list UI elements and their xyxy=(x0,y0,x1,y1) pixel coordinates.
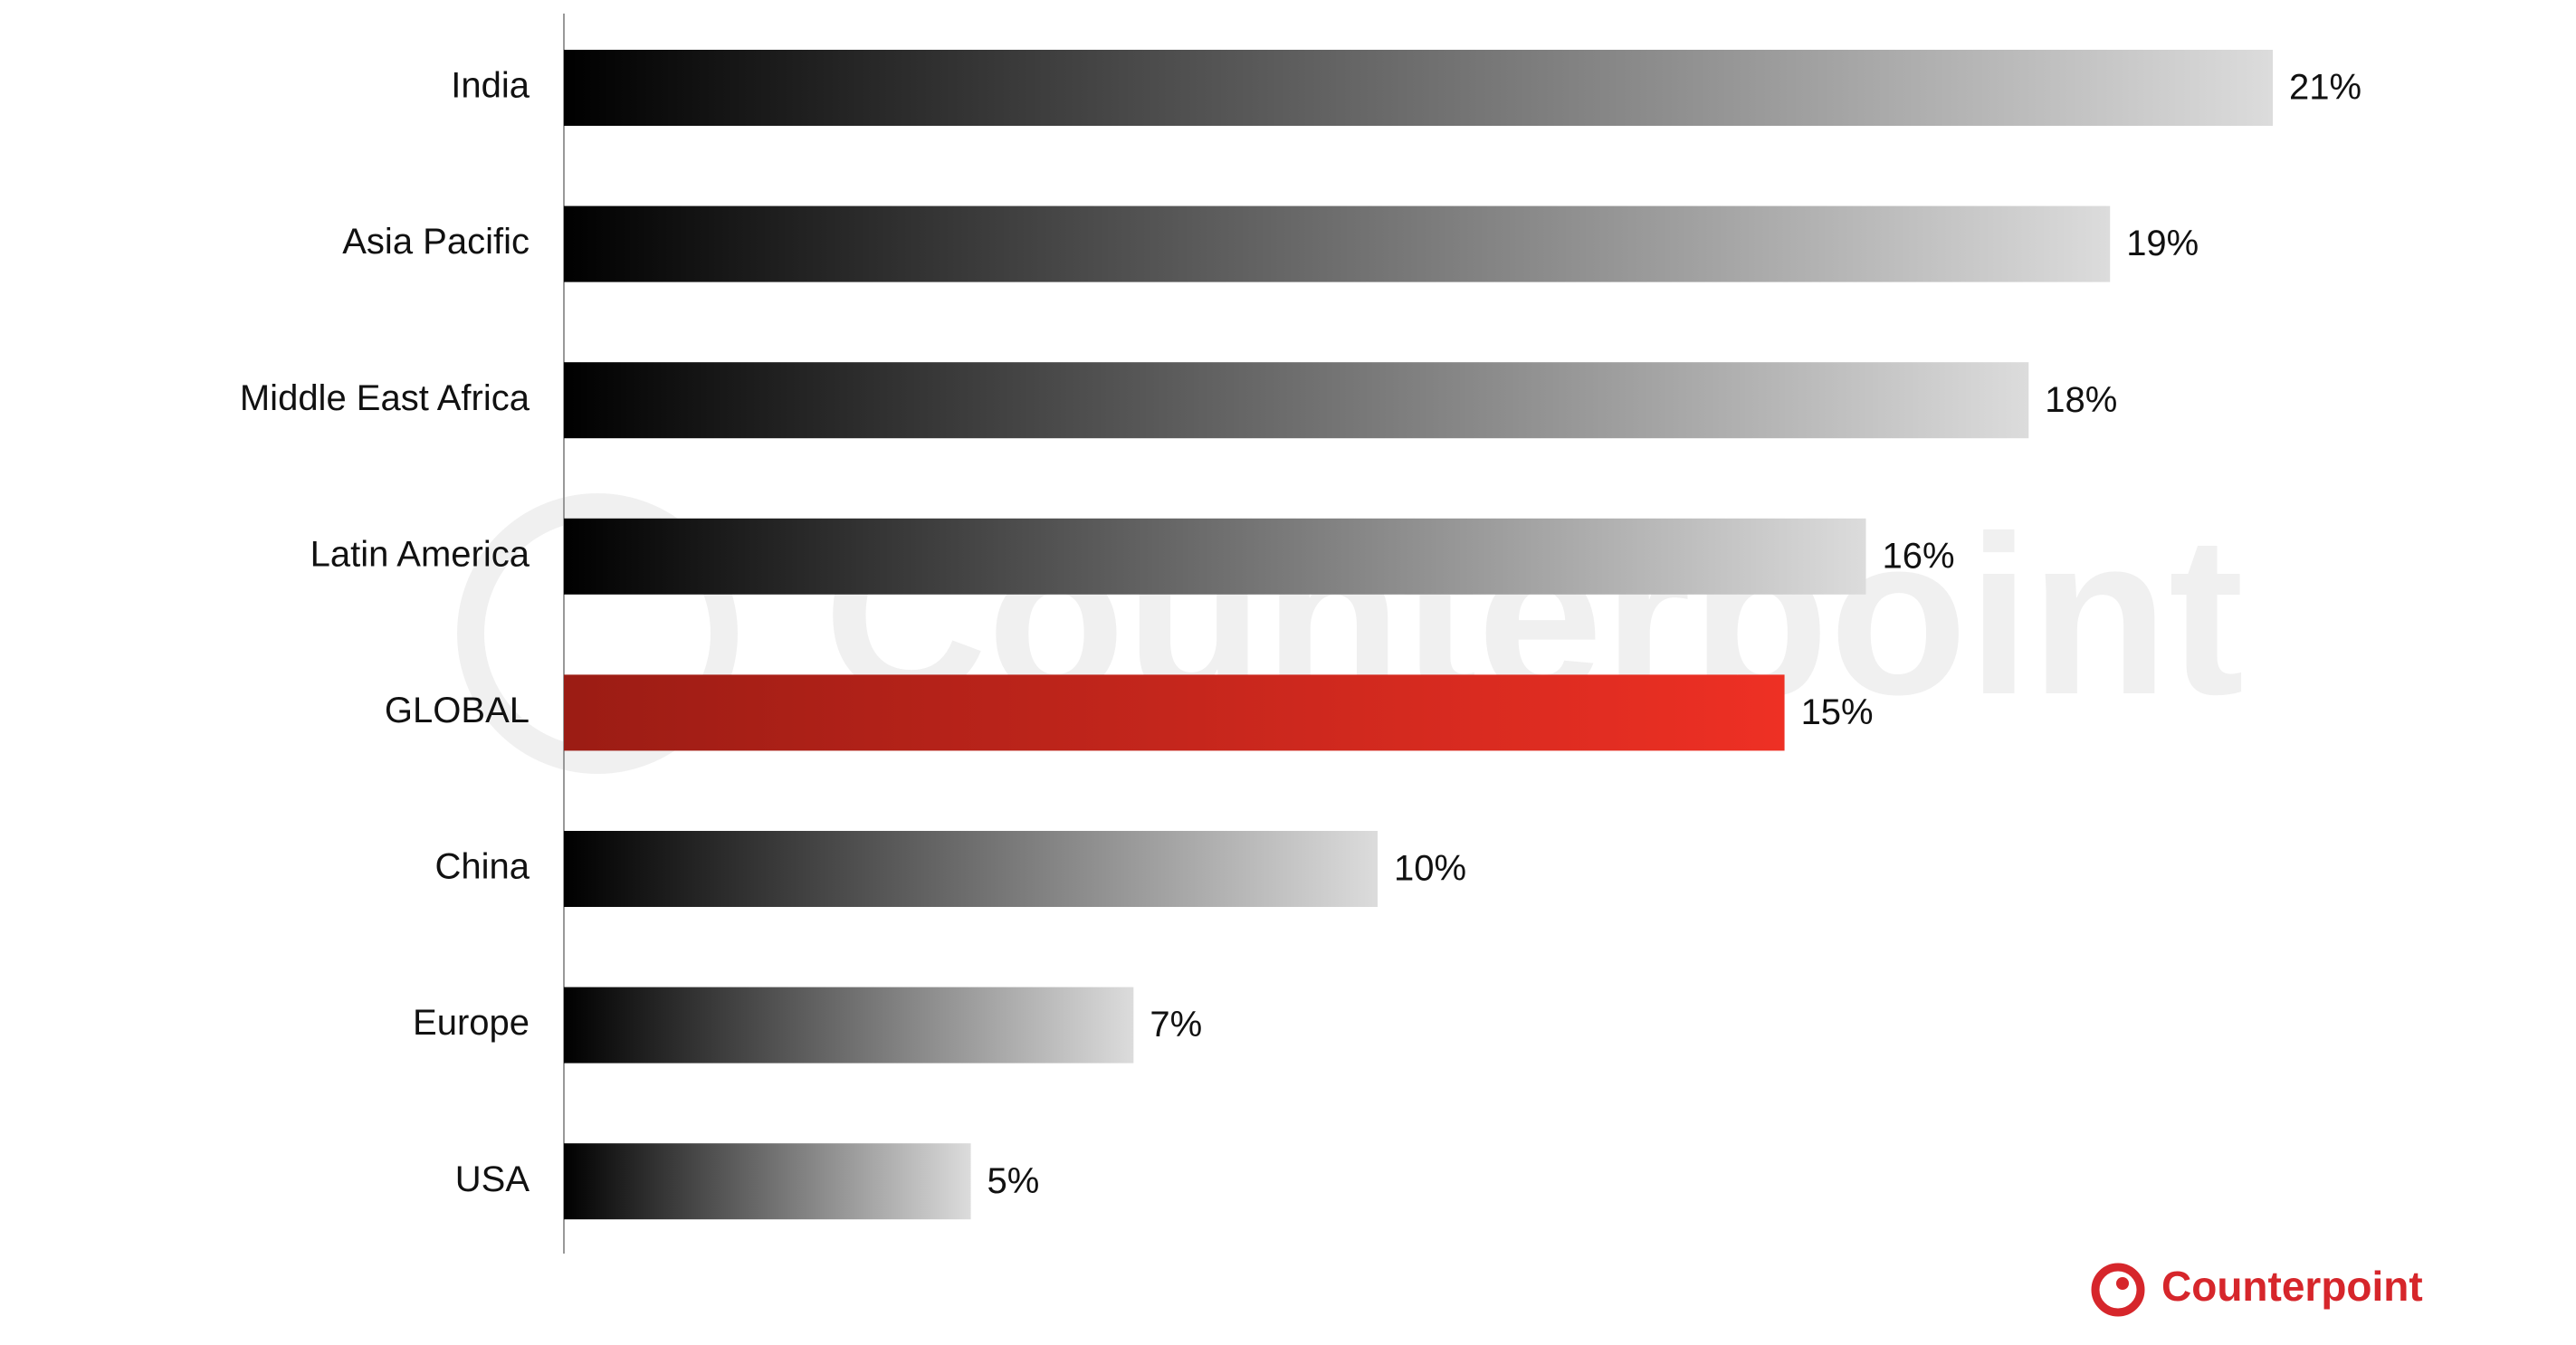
category-label: Europe xyxy=(413,1003,530,1043)
value-label: 7% xyxy=(1150,1005,1202,1045)
category-label: Asia Pacific xyxy=(342,222,530,262)
bar xyxy=(564,362,2029,439)
category-label: GLOBAL xyxy=(385,691,530,730)
value-label: 16% xyxy=(1882,536,1954,576)
logo-icon xyxy=(2091,1263,2145,1317)
bar xyxy=(564,987,1134,1064)
bar xyxy=(564,50,2273,126)
value-label: 15% xyxy=(1801,692,1874,732)
bar xyxy=(564,1143,971,1220)
value-label: 21% xyxy=(2289,68,2361,108)
value-label: 19% xyxy=(2126,224,2199,263)
value-label: 5% xyxy=(987,1161,1040,1201)
category-label: USA xyxy=(455,1159,530,1199)
logo-text: Counterpoint xyxy=(2161,1263,2423,1310)
logo: Counterpoint xyxy=(2091,1263,2423,1317)
category-label: India xyxy=(451,66,530,106)
watermark-icon xyxy=(457,493,738,774)
bar xyxy=(564,831,1379,907)
logo-dot xyxy=(2116,1277,2129,1290)
category-label: Middle East Africa xyxy=(240,378,530,418)
value-label: 18% xyxy=(2045,380,2117,420)
bar xyxy=(564,205,2111,282)
category-label: Latin America xyxy=(310,534,530,574)
value-label: 10% xyxy=(1394,849,1466,889)
bar xyxy=(564,518,1866,595)
category-label: China xyxy=(434,847,530,887)
bar xyxy=(564,674,1785,751)
